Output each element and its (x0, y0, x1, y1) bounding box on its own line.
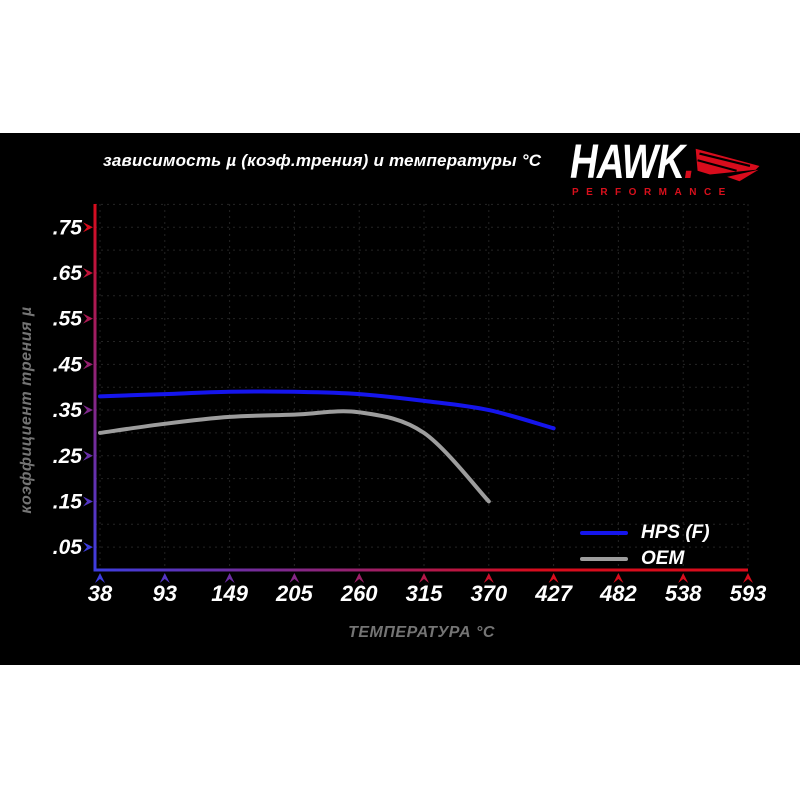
x-tick-arrow-icon (159, 573, 170, 583)
x-tick-label: 482 (599, 581, 637, 606)
y-tick-label: .05 (53, 536, 83, 559)
oem-line-swatch (580, 557, 628, 561)
x-tick-label: 93 (153, 581, 177, 606)
series-oem-curve (98, 409, 491, 504)
y-tick-arrow-icon (83, 313, 93, 324)
hawk-brand-period: . (684, 136, 695, 189)
x-axis-title: ТЕМПЕРАТУРА °C (348, 624, 495, 641)
x-tick-label: 538 (665, 581, 702, 606)
x-tick-label: 315 (406, 581, 443, 606)
x-tick-arrow-icon (354, 573, 365, 583)
x-tick-arrow-icon (743, 573, 753, 583)
legend-item-oem: OEM (580, 546, 710, 572)
hawk-brand-word: HAWK (570, 136, 685, 189)
hawk-wing-icon (695, 148, 760, 182)
y-tick-label: .75 (53, 216, 83, 239)
hawk-performance-text: PERFORMANCE (572, 187, 733, 198)
y-tick-label: .45 (53, 353, 83, 376)
x-tick-arrow-icon (548, 573, 559, 583)
hawk-brand-text: HAWK. (570, 136, 695, 189)
legend-label-oem: OEM (641, 548, 685, 569)
x-tick-label: 593 (730, 581, 767, 606)
y-axis-title: коэффициент трения µ (18, 306, 35, 514)
y-tick-label: .25 (53, 445, 83, 468)
legend-label-hps: HPS (F) (641, 522, 710, 543)
y-tick-arrow-icon (83, 222, 93, 233)
y-tick-arrow-icon (83, 267, 93, 278)
x-tick-arrow-icon (419, 573, 429, 583)
y-tick-label: .65 (53, 262, 83, 285)
x-tick-label: 205 (275, 581, 313, 606)
y-tick-arrow-icon (83, 405, 93, 416)
chart-title: зависимость µ (коэф.трения) и температур… (103, 151, 542, 170)
x-tick-label: 260 (340, 581, 378, 606)
series-hps-f-curve (98, 389, 556, 431)
y-tick-arrow-icon (83, 450, 93, 461)
x-tick-arrow-icon (483, 573, 494, 583)
y-tick-arrow-icon (83, 359, 93, 370)
y-tick-arrow-icon (83, 496, 93, 507)
x-tick-arrow-icon (224, 573, 235, 583)
legend-item-hps: HPS (F) (580, 520, 710, 546)
x-tick-arrow-icon (95, 573, 105, 583)
x-tick-label: 427 (534, 581, 573, 606)
y-tick-label: .55 (53, 308, 83, 331)
legend: HPS (F) OEM (580, 520, 710, 572)
x-tick-label: 370 (470, 581, 507, 606)
y-tick-label: .15 (53, 490, 83, 513)
x-tick-arrow-icon (289, 573, 300, 583)
hawk-logo: HAWK. PERFORMANCE (562, 138, 764, 200)
hps-line-swatch (580, 531, 628, 535)
y-tick-label: .35 (53, 399, 83, 422)
x-tick-label: 149 (211, 581, 248, 606)
x-tick-label: 38 (88, 581, 113, 606)
x-tick-arrow-icon (613, 573, 624, 583)
x-tick-arrow-icon (678, 573, 689, 583)
y-tick-arrow-icon (83, 542, 93, 553)
